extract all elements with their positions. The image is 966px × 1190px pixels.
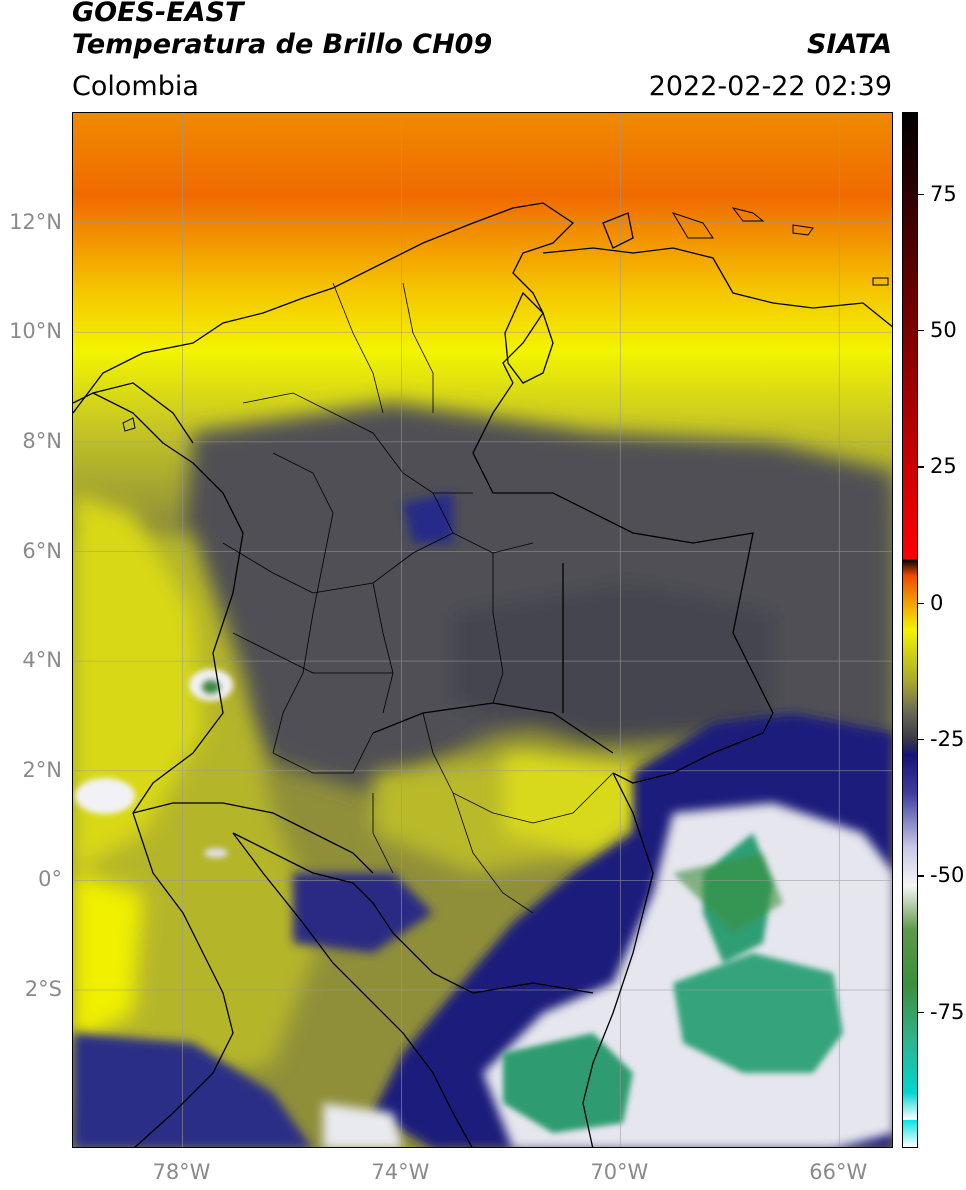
colorbar <box>902 112 918 1148</box>
institution-label: SIATA <box>806 29 892 60</box>
longitude-tick-label: 78°W <box>152 1160 211 1184</box>
gridlines <box>73 113 892 1147</box>
latitude-tick-label: 2°N <box>22 757 62 782</box>
paraguana <box>602 212 634 249</box>
longitude-tick-label: 74°W <box>371 1160 430 1184</box>
latitude-tick-label: 6°N <box>22 538 62 563</box>
longitude-tick-label: 66°W <box>809 1160 868 1184</box>
brightness-temperature-map[interactable] <box>73 113 893 1148</box>
colombia-venezuela-border <box>472 382 774 784</box>
latitude-tick-label: 4°N <box>22 648 62 673</box>
colorbar-tick-mark <box>918 193 924 196</box>
product-title: Temperatura de Brillo CH09 <box>72 29 493 60</box>
longitude-tick-label: 70°W <box>590 1160 649 1184</box>
venezuela-coast <box>542 247 892 328</box>
colorbar-tick-mark <box>918 602 924 605</box>
green-cloud-tops <box>503 833 843 1133</box>
colorbar-tick-label: -75 <box>930 999 965 1024</box>
maracaibo-lake <box>504 291 554 384</box>
latitude-tick-label: 12°N <box>9 209 62 234</box>
colorbar-tick-label: 50 <box>930 318 957 343</box>
latitude-tick-label: 0° <box>38 867 62 892</box>
pacific-coast <box>73 392 244 1147</box>
colorbar-tick-label: 0 <box>930 590 944 615</box>
colorbar-tick-mark <box>918 330 924 332</box>
colorbar-tick-mark <box>918 1011 924 1013</box>
colorbar-tick-mark <box>918 466 924 468</box>
islands <box>122 207 889 432</box>
dark-cloud-band <box>183 403 892 793</box>
latitude-tick-label: 10°N <box>9 319 62 344</box>
colombia-brazil-border <box>582 772 654 1147</box>
ecuador-peru-border <box>232 832 473 1147</box>
department-borders <box>222 282 614 914</box>
colorbar-tick-label: -25 <box>930 727 965 752</box>
panama-border <box>92 382 194 444</box>
colorbar-tick-mark <box>918 875 924 877</box>
satellite-title: GOES-EAST <box>72 0 244 28</box>
region-label: Colombia <box>72 71 199 102</box>
colombia-peru-border <box>232 832 594 994</box>
map-panel[interactable] <box>72 112 893 1148</box>
colorbar-tick-label: 25 <box>930 454 957 479</box>
colorbar-tick-mark <box>918 739 924 741</box>
datetime-label: 2022-02-22 02:39 <box>648 71 892 102</box>
convective-cells <box>75 669 233 858</box>
colorbar-tick-label: -50 <box>930 863 965 888</box>
colombia-ecuador-border <box>132 802 374 874</box>
latitude-tick-label: 2°S <box>24 977 62 1002</box>
latitude-tick-label: 8°N <box>22 428 62 453</box>
colorbar-tick-label: 75 <box>930 181 957 206</box>
caribbean-coast <box>73 202 575 414</box>
